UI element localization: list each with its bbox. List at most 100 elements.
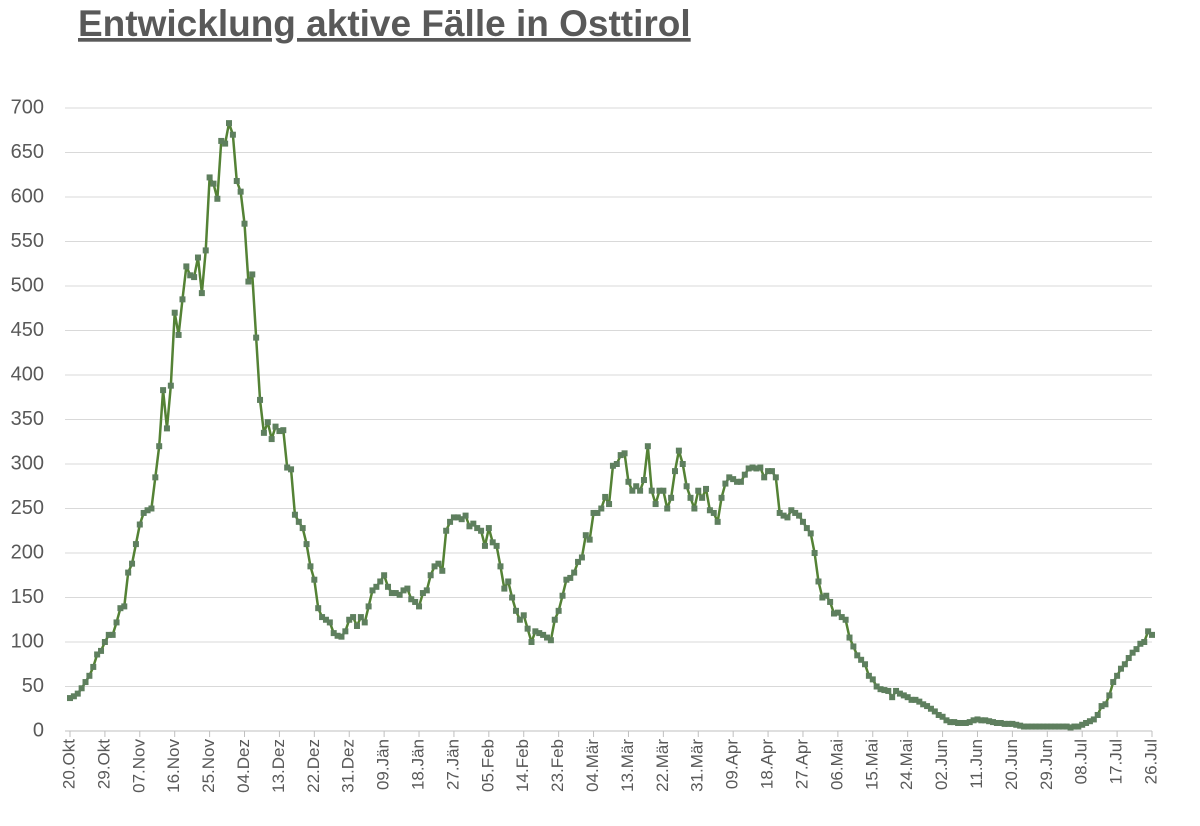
data-marker — [392, 590, 399, 597]
data-marker — [749, 464, 756, 471]
chart-title: Entwicklung aktive Fälle in Osttirol — [78, 3, 691, 44]
data-marker — [466, 523, 473, 530]
data-marker — [307, 563, 314, 570]
data-marker — [439, 567, 446, 574]
data-marker — [586, 536, 593, 543]
x-tick-label: 24.Mai — [897, 739, 916, 790]
data-marker — [1017, 722, 1024, 729]
data-marker — [575, 558, 582, 565]
data-marker — [819, 594, 826, 601]
data-marker — [563, 576, 570, 583]
data-marker — [691, 505, 698, 512]
data-marker — [927, 705, 934, 712]
data-marker — [695, 487, 702, 494]
data-marker — [1086, 718, 1093, 725]
data-marker — [815, 578, 822, 585]
y-tick-label: 50 — [22, 675, 44, 697]
data-marker — [132, 541, 139, 548]
data-marker — [536, 630, 543, 637]
data-marker — [935, 711, 942, 718]
x-tick-label: 20.Jun — [1002, 739, 1021, 790]
data-marker — [450, 514, 457, 521]
data-marker — [1149, 631, 1155, 638]
data-marker — [357, 614, 364, 621]
data-marker — [272, 423, 279, 430]
data-marker — [291, 511, 298, 518]
data-marker — [1102, 701, 1109, 708]
data-marker — [121, 603, 128, 610]
data-marker — [1106, 692, 1113, 699]
data-marker — [284, 464, 291, 471]
data-marker — [245, 278, 252, 285]
data-marker — [924, 703, 931, 710]
data-marker — [353, 622, 360, 629]
data-marker — [369, 587, 376, 594]
data-marker — [454, 514, 461, 521]
data-marker — [489, 539, 496, 546]
data-marker — [889, 694, 896, 701]
data-marker — [741, 471, 748, 478]
x-tick-label: 29.Jun — [1037, 739, 1056, 790]
data-marker — [1110, 679, 1117, 686]
data-marker — [842, 616, 849, 623]
data-marker — [249, 271, 256, 278]
data-marker — [419, 590, 426, 597]
data-marker — [827, 598, 834, 605]
data-marker — [1075, 723, 1082, 730]
data-marker — [462, 512, 469, 519]
x-tick-label: 31.Dez — [339, 739, 358, 793]
data-marker — [982, 717, 989, 724]
data-marker — [404, 585, 411, 592]
data-marker — [1141, 639, 1148, 645]
data-marker — [1071, 723, 1078, 730]
data-marker — [776, 509, 783, 516]
data-marker — [1005, 720, 1012, 727]
data-marker — [679, 461, 686, 467]
data-marker — [497, 563, 504, 570]
data-marker — [311, 576, 318, 583]
y-tick-label: 300 — [11, 452, 44, 474]
data-marker — [268, 436, 275, 443]
data-marker — [633, 483, 640, 490]
data-marker — [1036, 723, 1043, 730]
data-marker — [416, 603, 423, 610]
data-marker — [241, 220, 248, 227]
data-marker — [427, 572, 434, 579]
data-marker — [617, 452, 624, 459]
data-marker — [540, 631, 547, 638]
data-marker — [1013, 721, 1020, 728]
data-marker — [668, 494, 675, 501]
data-marker — [148, 505, 155, 512]
data-marker — [830, 610, 837, 617]
data-line — [69, 121, 1153, 729]
data-marker — [939, 713, 946, 720]
data-marker — [714, 518, 721, 525]
x-tick-label: 18.Apr — [758, 739, 777, 789]
data-marker — [194, 254, 201, 261]
data-marker — [474, 525, 481, 532]
data-marker — [671, 468, 678, 475]
data-marker — [191, 274, 198, 281]
data-marker — [768, 468, 775, 475]
x-tick-label: 09.Jän — [374, 739, 393, 790]
x-tick-label: 20.Okt — [59, 739, 78, 789]
data-marker — [532, 628, 539, 635]
data-marker — [1052, 723, 1059, 730]
data-marker — [125, 569, 132, 576]
data-marker — [1028, 723, 1035, 730]
data-marker — [342, 628, 349, 635]
data-marker — [544, 634, 551, 641]
data-marker — [373, 583, 380, 590]
data-marker — [260, 429, 267, 436]
data-marker — [955, 719, 962, 726]
x-tick-label: 13.Mär — [618, 739, 637, 792]
data-marker — [423, 587, 430, 594]
data-marker — [765, 468, 772, 475]
data-marker — [931, 708, 938, 715]
y-tick-label: 400 — [11, 363, 44, 385]
data-marker — [621, 450, 628, 457]
data-marker — [590, 509, 597, 516]
data-marker — [660, 487, 667, 494]
data-marker — [807, 530, 814, 537]
data-marker — [113, 619, 120, 626]
